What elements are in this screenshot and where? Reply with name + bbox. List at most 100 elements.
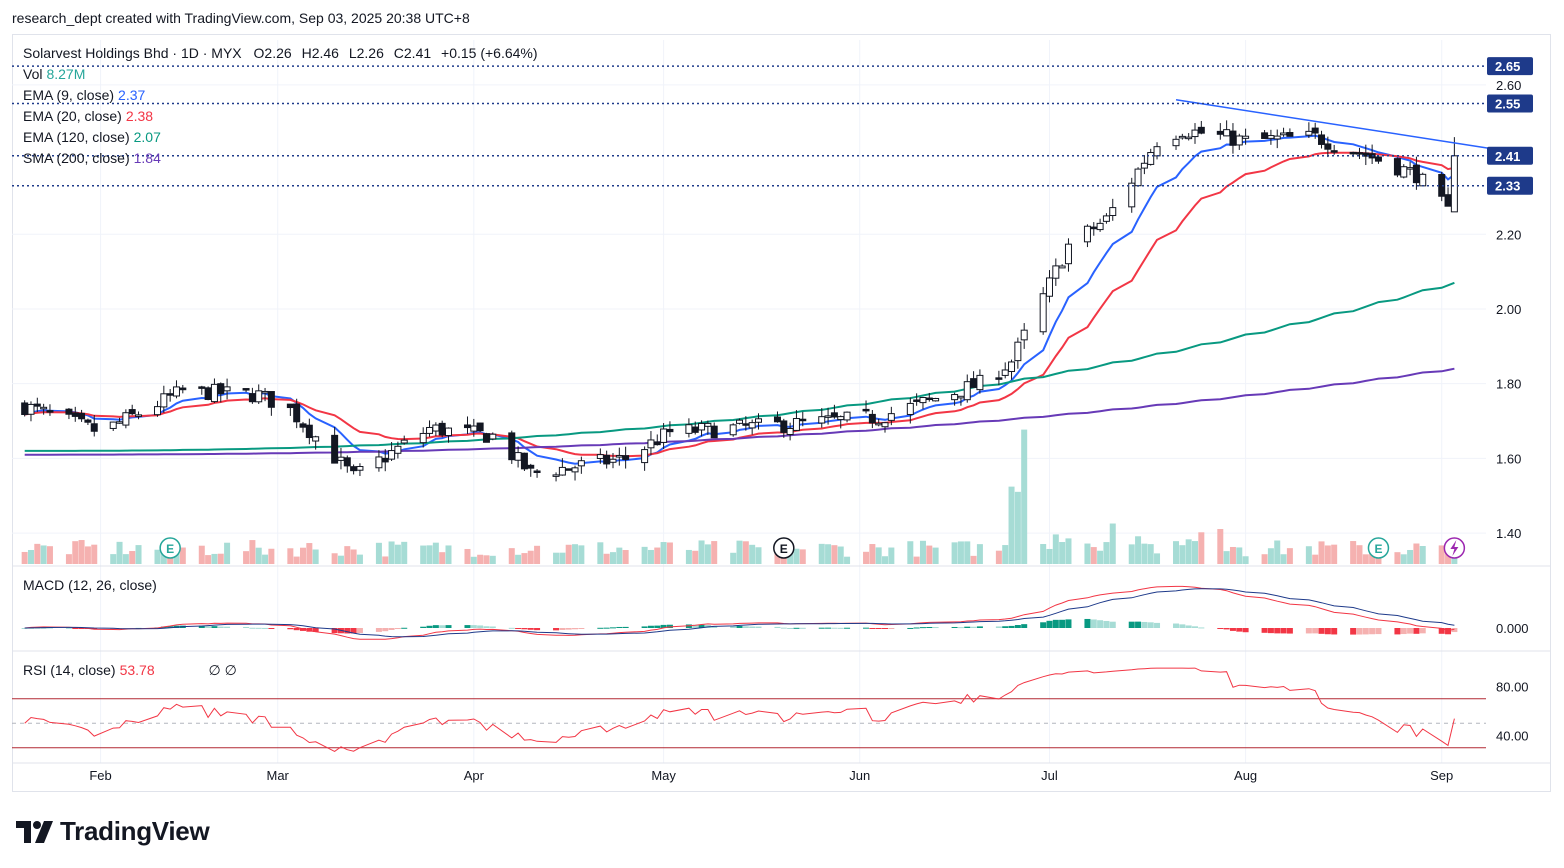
rsi-legend[interactable]: RSI (14, close) 53.78 ∅ ∅ <box>23 662 237 679</box>
volume-bar <box>1191 541 1198 564</box>
candle-body <box>1020 329 1028 341</box>
volume-bar <box>609 552 616 564</box>
volume-bar <box>129 551 136 564</box>
candle-body <box>198 386 206 389</box>
ema9-label: EMA (9, close) <box>23 87 115 103</box>
macd-histogram-bar <box>654 625 661 628</box>
macd-histogram-bar <box>1052 619 1059 628</box>
chart-frame[interactable] <box>12 34 1551 792</box>
candle-body <box>400 439 408 444</box>
candle-body <box>445 427 453 437</box>
macd-histogram-bar <box>1002 626 1009 628</box>
level-price-tag <box>1487 57 1533 76</box>
volume-bar <box>837 546 844 564</box>
macd-histogram-bar <box>622 626 629 628</box>
sma200-legend[interactable]: SMA (200, close) 1.84 <box>23 150 161 166</box>
candle-body <box>1330 150 1338 153</box>
macd-histogram-bar <box>976 626 983 628</box>
volume-bar <box>818 543 825 564</box>
candle-body <box>217 383 225 395</box>
macd-histogram-bar <box>312 628 319 632</box>
macd-legend[interactable]: MACD (12, 26, close) <box>23 577 157 593</box>
candle-body <box>1147 152 1155 165</box>
macd-histogram-bar <box>1350 628 1357 635</box>
volume-bar <box>793 548 800 564</box>
candle-body <box>748 422 756 429</box>
volume-bar <box>1324 545 1331 564</box>
symbol-legend[interactable]: Solarvest Holdings Bhd · 1D · MYX O2.26 … <box>23 45 538 61</box>
volume-bar <box>1040 544 1047 564</box>
candle-body <box>1280 132 1288 136</box>
volume-bar <box>1128 544 1135 564</box>
candle-body <box>1039 293 1047 333</box>
candle-body <box>1444 194 1452 207</box>
attribution: research_dept created with TradingView.c… <box>12 10 470 26</box>
volume-bar <box>875 547 882 564</box>
volume-bar <box>382 556 389 564</box>
candle-body <box>527 464 535 469</box>
macd-histogram-bar <box>711 625 718 628</box>
macd-histogram-bar <box>1223 628 1230 630</box>
macd-histogram-bar <box>1324 628 1331 635</box>
volume-bar <box>616 547 623 564</box>
candle-body <box>780 420 788 433</box>
volume-bar <box>344 546 351 564</box>
volume-bar <box>1014 491 1021 564</box>
candle-body <box>1096 222 1104 231</box>
volume-bar <box>27 549 34 564</box>
macd-histogram-bar <box>1419 628 1426 634</box>
macd-histogram-bar <box>660 624 667 628</box>
volume-bar <box>755 547 762 564</box>
open-value: 2.26 <box>264 45 292 61</box>
macd-histogram-bar <box>1191 626 1198 628</box>
ema20-legend[interactable]: EMA (20, close) 2.38 <box>23 108 153 124</box>
macd-histogram-bar <box>844 627 851 629</box>
volume-bar <box>483 555 490 564</box>
candle-body <box>932 397 940 402</box>
candle-body <box>1008 361 1016 372</box>
volume-bar <box>34 543 41 564</box>
macd-histogram-bar <box>913 627 920 629</box>
macd-histogram-bar <box>780 627 787 629</box>
candle-body <box>261 390 269 394</box>
candle-body <box>887 413 895 421</box>
volume-bar <box>1312 554 1319 564</box>
macd-histogram-bar <box>217 626 224 628</box>
candle-body <box>122 412 130 426</box>
ema9-legend[interactable]: EMA (9, close) 2.37 <box>23 87 145 103</box>
macd-histogram-bar <box>578 628 585 629</box>
tradingview-logo[interactable]: TradingView <box>16 816 210 847</box>
volume-bar <box>869 544 876 564</box>
candle-body <box>1374 156 1382 162</box>
candle-body <box>419 432 427 444</box>
volume-bar <box>1318 541 1325 564</box>
symbol-title: Solarvest Holdings Bhd · 1D · MYX <box>23 45 242 61</box>
candle-body <box>331 434 339 464</box>
candle-body <box>773 416 781 423</box>
y-tick-label: 1.40 <box>1496 526 1521 541</box>
macd-histogram-bar <box>394 628 401 629</box>
volume-bar <box>350 549 357 564</box>
macd-histogram-bar <box>730 625 737 628</box>
ema120-legend[interactable]: EMA (120, close) 2.07 <box>23 129 161 145</box>
volume-bar <box>1046 548 1053 564</box>
candle-body <box>754 418 762 423</box>
volume-bar <box>1242 556 1249 564</box>
volume-bar <box>1198 532 1205 564</box>
candle-body <box>1001 369 1009 376</box>
candle-body <box>223 386 231 392</box>
candle-body <box>742 423 750 426</box>
macd-histogram-bar <box>1375 628 1382 635</box>
macd-histogram-bar <box>1014 625 1021 628</box>
candle-body <box>293 403 301 423</box>
vol-legend[interactable]: Vol 8.27M <box>23 66 85 82</box>
candle-body <box>970 378 978 388</box>
volume-bar <box>1438 545 1445 564</box>
candle-body <box>514 452 522 461</box>
macd-histogram-bar <box>951 626 958 628</box>
volume-bar <box>844 556 851 564</box>
volume-bar <box>1407 549 1414 564</box>
volume-bar <box>262 554 269 564</box>
candle-body <box>1128 182 1136 208</box>
